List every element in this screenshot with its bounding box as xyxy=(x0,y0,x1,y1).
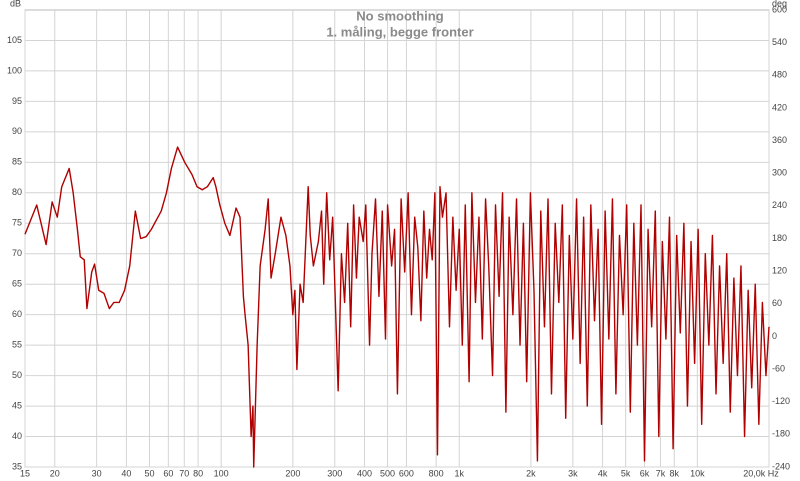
y-tick-label: 60 xyxy=(12,309,22,319)
y2-tick-label: 420 xyxy=(772,102,787,112)
chart-subtitle: 1. måling, begge fronter xyxy=(326,24,473,39)
y2-tick-label: 540 xyxy=(772,37,787,47)
y2-tick-label: 480 xyxy=(772,70,787,80)
y-tick-label: 100 xyxy=(7,65,22,75)
x-tick-label: 50 xyxy=(144,468,154,478)
y2-tick-label: 360 xyxy=(772,135,787,145)
x-tick-label: 300 xyxy=(327,468,342,478)
x-tick-label: 40 xyxy=(121,468,131,478)
y2-tick-label: 240 xyxy=(772,200,787,210)
x-tick-label: 80 xyxy=(193,468,203,478)
x-tick-label: 6k xyxy=(640,468,650,478)
x-tick-label: 100 xyxy=(214,468,229,478)
y2-tick-label: 180 xyxy=(772,233,787,243)
y-tick-label: 80 xyxy=(12,187,22,197)
x-tick-label: 5k xyxy=(621,468,631,478)
y2-tick-label: -240 xyxy=(772,461,790,471)
x-tick-label: 800 xyxy=(429,468,444,478)
y2-tick-label: -180 xyxy=(772,429,790,439)
x-tick-label: 4k xyxy=(598,468,608,478)
x-tick-label: 10k xyxy=(690,468,705,478)
y-tick-label: 45 xyxy=(12,400,22,410)
x-tick-label: 500 xyxy=(380,468,395,478)
y-tick-label: 50 xyxy=(12,370,22,380)
x-tick-label: 70 xyxy=(179,468,189,478)
y2-tick-label: -120 xyxy=(772,396,790,406)
x-tick-label: 7k xyxy=(656,468,666,478)
response-line xyxy=(24,146,770,468)
plot-area xyxy=(24,9,770,468)
y-tick-label: 70 xyxy=(12,248,22,258)
y-tick-label: 95 xyxy=(12,96,22,106)
y-tick-label: 35 xyxy=(12,461,22,471)
y-tick-label: 85 xyxy=(12,157,22,167)
y-tick-label: 75 xyxy=(12,218,22,228)
y-axis-label: dB xyxy=(10,0,21,8)
chart-title: No smoothing xyxy=(356,8,443,23)
x-tick-label: 200 xyxy=(285,468,300,478)
y2-axis-label: deg xyxy=(772,0,787,8)
y-tick-label: 65 xyxy=(12,279,22,289)
x-tick-label: 400 xyxy=(357,468,372,478)
y2-tick-label: 300 xyxy=(772,168,787,178)
x-tick-label: 20,0k Hz xyxy=(743,468,779,478)
y-tick-label: 105 xyxy=(7,35,22,45)
x-tick-label: 1k xyxy=(454,468,464,478)
x-tick-label: 15 xyxy=(20,468,30,478)
y2-tick-label: -60 xyxy=(772,363,785,373)
x-tick-label: 20 xyxy=(50,468,60,478)
y2-tick-label: 60 xyxy=(772,298,782,308)
y-tick-label: 55 xyxy=(12,340,22,350)
x-tick-label: 2k xyxy=(526,468,536,478)
y-tick-label: 90 xyxy=(12,126,22,136)
y2-tick-label: 600 xyxy=(772,4,787,14)
y2-tick-label: 0 xyxy=(772,331,777,341)
x-tick-label: 3k xyxy=(568,468,578,478)
x-tick-label: 60 xyxy=(163,468,173,478)
y-tick-label: 40 xyxy=(12,431,22,441)
x-tick-label: 8k xyxy=(669,468,679,478)
x-tick-label: 600 xyxy=(399,468,414,478)
x-tick-label: 30 xyxy=(92,468,102,478)
y2-tick-label: 120 xyxy=(772,266,787,276)
